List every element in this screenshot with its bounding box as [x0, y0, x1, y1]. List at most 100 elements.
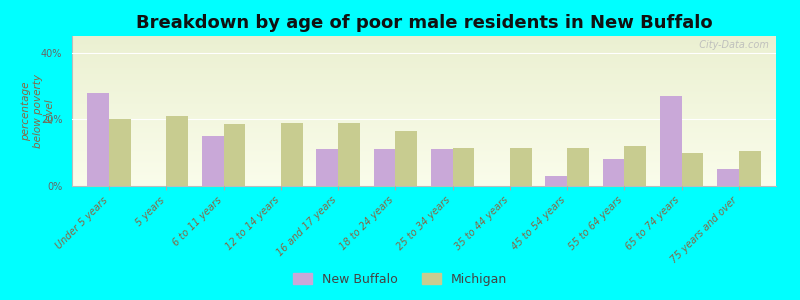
- Bar: [72, 73, 776, 74]
- Bar: [72, 49, 776, 50]
- Bar: [110, 119, 131, 186]
- Bar: [72, 146, 776, 147]
- Bar: [72, 58, 776, 59]
- Bar: [72, 56, 776, 57]
- Bar: [72, 82, 776, 83]
- Bar: [72, 172, 776, 173]
- Bar: [202, 136, 224, 186]
- Bar: [72, 124, 776, 125]
- Bar: [72, 135, 776, 136]
- Bar: [72, 109, 776, 110]
- Bar: [72, 185, 776, 186]
- Bar: [72, 156, 776, 157]
- Bar: [72, 179, 776, 180]
- Bar: [72, 173, 776, 174]
- Bar: [72, 127, 776, 128]
- Text: City-Data.com: City-Data.com: [693, 40, 769, 50]
- Bar: [72, 174, 776, 175]
- Bar: [72, 168, 776, 169]
- Y-axis label: percentage
below poverty
level: percentage below poverty level: [22, 74, 54, 148]
- Legend: New Buffalo, Michigan: New Buffalo, Michigan: [288, 268, 512, 291]
- Bar: [72, 169, 776, 170]
- Bar: [72, 93, 776, 94]
- Bar: [72, 41, 776, 42]
- Bar: [72, 132, 776, 133]
- Bar: [72, 79, 776, 80]
- Bar: [72, 165, 776, 166]
- Bar: [72, 104, 776, 105]
- Bar: [72, 139, 776, 140]
- Bar: [72, 112, 776, 113]
- Bar: [72, 183, 776, 184]
- Bar: [72, 92, 776, 93]
- Bar: [72, 81, 776, 82]
- Bar: [72, 50, 776, 51]
- Bar: [72, 64, 776, 65]
- Bar: [72, 60, 776, 61]
- Bar: [72, 53, 776, 54]
- Bar: [72, 166, 776, 167]
- Bar: [72, 85, 776, 86]
- Bar: [72, 66, 776, 67]
- Bar: [72, 40, 776, 41]
- Bar: [72, 63, 776, 64]
- Bar: [72, 181, 776, 182]
- Bar: [72, 169, 776, 170]
- Bar: [72, 184, 776, 185]
- Bar: [72, 150, 776, 151]
- Bar: [166, 116, 188, 186]
- Bar: [72, 140, 776, 141]
- Bar: [72, 46, 776, 47]
- Bar: [72, 141, 776, 142]
- Bar: [72, 163, 776, 164]
- Bar: [72, 143, 776, 144]
- Bar: [72, 90, 776, 91]
- Title: Breakdown by age of poor male residents in New Buffalo: Breakdown by age of poor male residents …: [136, 14, 712, 32]
- Bar: [224, 124, 246, 186]
- Bar: [72, 128, 776, 129]
- Bar: [72, 87, 776, 88]
- Bar: [72, 182, 776, 183]
- Bar: [72, 107, 776, 108]
- Bar: [72, 100, 776, 101]
- Bar: [72, 67, 776, 68]
- Bar: [374, 149, 395, 186]
- Bar: [72, 152, 776, 153]
- Bar: [72, 71, 776, 72]
- Bar: [72, 57, 776, 58]
- Bar: [72, 101, 776, 102]
- Bar: [72, 129, 776, 130]
- Bar: [72, 70, 776, 71]
- Bar: [72, 170, 776, 171]
- Bar: [72, 136, 776, 137]
- Bar: [72, 47, 776, 48]
- Bar: [72, 130, 776, 131]
- Bar: [72, 77, 776, 78]
- Bar: [72, 86, 776, 87]
- Bar: [72, 42, 776, 43]
- Bar: [431, 149, 453, 186]
- Bar: [546, 176, 567, 186]
- Bar: [72, 177, 776, 178]
- Bar: [72, 100, 776, 101]
- Bar: [72, 110, 776, 111]
- Bar: [72, 167, 776, 168]
- Bar: [72, 115, 776, 116]
- Bar: [281, 123, 302, 186]
- Bar: [72, 176, 776, 177]
- Bar: [72, 160, 776, 161]
- Bar: [72, 144, 776, 145]
- Bar: [72, 114, 776, 115]
- Bar: [72, 119, 776, 120]
- Bar: [72, 134, 776, 135]
- Bar: [72, 102, 776, 103]
- Bar: [72, 171, 776, 172]
- Bar: [72, 36, 776, 37]
- Bar: [72, 121, 776, 122]
- Bar: [624, 146, 646, 186]
- Bar: [72, 76, 776, 77]
- Bar: [72, 126, 776, 127]
- Bar: [72, 54, 776, 55]
- Bar: [72, 61, 776, 62]
- Bar: [72, 111, 776, 112]
